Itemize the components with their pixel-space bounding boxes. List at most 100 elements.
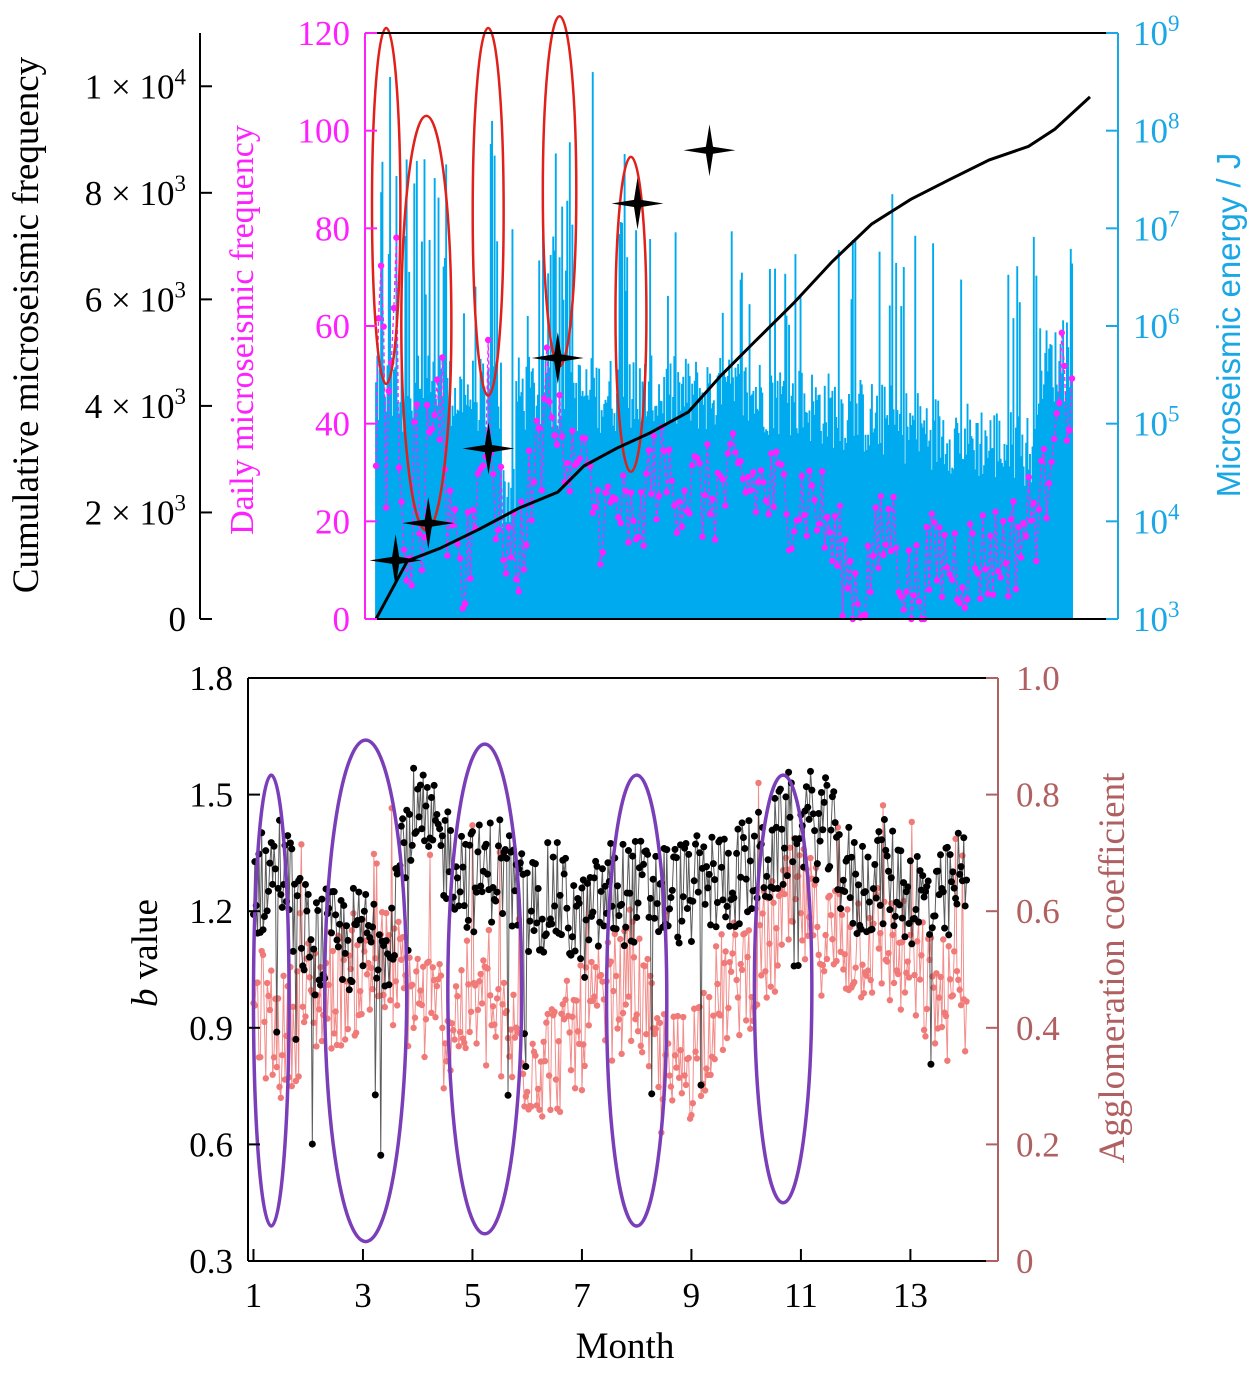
b-value-point <box>549 853 557 861</box>
agglomeration-point <box>878 980 885 987</box>
daily-frequency-point <box>943 564 951 571</box>
energy-bar <box>808 410 811 619</box>
b-value-point <box>427 794 435 802</box>
b-value-point <box>575 899 583 907</box>
energy-bar <box>848 393 850 619</box>
energy-bar <box>841 403 844 619</box>
agglomeration-point <box>485 926 493 934</box>
b-value-point <box>415 813 423 821</box>
b-value-point <box>303 907 311 915</box>
energy-bar <box>1007 274 1010 619</box>
agglomeration-point <box>463 937 471 944</box>
energy-bar <box>695 361 697 619</box>
agglomeration-point <box>341 1036 349 1043</box>
daily-frequency-point <box>607 499 614 506</box>
b-value-point <box>523 869 531 877</box>
energy-bar <box>826 436 829 619</box>
b-value-point <box>709 860 717 868</box>
b-value-point <box>763 872 771 880</box>
daily-frequency-point <box>994 568 1002 575</box>
energy-bar <box>923 420 926 619</box>
b-value-point <box>915 918 923 926</box>
energy-bar <box>984 430 987 619</box>
energy-bar <box>942 420 945 619</box>
energy-bar <box>1071 263 1073 619</box>
energy-bar <box>572 382 575 619</box>
agglomeration-point <box>833 957 840 965</box>
daily-frequency-point <box>543 344 551 351</box>
b-value-point <box>724 849 732 857</box>
energy-bar <box>706 367 709 619</box>
energy-bar <box>663 376 666 619</box>
agglomeration-point <box>914 938 921 945</box>
daily-tick-label: 100 <box>298 112 351 151</box>
agglomeration-point <box>636 935 643 942</box>
b-value-point <box>421 837 429 845</box>
energy-bar <box>591 72 594 620</box>
energy-bar <box>946 443 949 619</box>
agglomeration-point <box>901 989 909 996</box>
energy-bar <box>1043 384 1045 619</box>
energy-bar <box>617 369 620 619</box>
b-value-point <box>496 816 504 824</box>
b-value-point <box>796 835 804 843</box>
energy-bar <box>645 416 648 619</box>
b-value-point <box>385 981 393 989</box>
agglomeration-point <box>387 997 394 1004</box>
agglomeration-point <box>436 960 443 968</box>
b-value-point <box>687 938 695 946</box>
b-value-tick-label: 1.8 <box>189 659 233 698</box>
agglomeration-point <box>582 964 590 971</box>
daily-frequency-point <box>627 489 635 496</box>
b-value-point <box>614 882 622 890</box>
b-value-point <box>947 878 955 886</box>
agglomeration-point <box>671 1052 679 1059</box>
energy-bar <box>543 399 546 619</box>
b-value-point <box>459 863 467 871</box>
agglomeration-point <box>933 970 940 977</box>
agglomeration-point <box>466 1028 473 1036</box>
star-marker <box>402 497 455 550</box>
b-value-point <box>327 929 335 937</box>
energy-bar <box>487 369 490 619</box>
b-value-point <box>927 1060 935 1068</box>
b-value-point <box>718 863 726 871</box>
month-tick-label: 13 <box>893 1276 928 1315</box>
b-value-point <box>405 810 413 818</box>
b-value-point <box>436 825 444 833</box>
daily-frequency-point <box>959 584 966 591</box>
energy-bar <box>950 473 952 619</box>
energy-bar <box>920 423 923 619</box>
star-marker <box>462 422 515 475</box>
agglomeration-tick-label: 0.8 <box>1016 776 1060 815</box>
energy-bar <box>627 407 630 619</box>
energy-bar <box>703 392 706 619</box>
daily-frequency-point <box>1068 375 1076 382</box>
agglomeration-point <box>497 1073 505 1080</box>
agglomeration-point <box>815 951 822 959</box>
agglomeration-point <box>545 1072 553 1079</box>
agglomeration-point <box>288 1082 295 1090</box>
b-value-point <box>551 902 559 910</box>
top-chart: 0 2 × 103 4 × 103 6 × 103 8 × 103 1 × 104 Cum… <box>6 11 1247 639</box>
energy-bar <box>707 383 710 619</box>
b-value-point <box>923 882 931 890</box>
energy-bar <box>837 250 840 619</box>
b-value-point <box>774 884 782 892</box>
agglomeration-point <box>310 1019 317 1026</box>
b-value-point <box>952 894 960 902</box>
energy-bar <box>624 290 627 619</box>
b-value-point <box>478 888 486 896</box>
b-value-point <box>895 901 903 909</box>
energy-bar <box>858 393 861 619</box>
energy-bar <box>587 399 590 619</box>
agglomeration-point <box>681 1072 688 1079</box>
b-value-point <box>453 874 461 882</box>
b-value-point <box>713 898 721 906</box>
energy-bar <box>814 387 817 619</box>
b-value-point <box>560 870 568 878</box>
energy-bar <box>737 363 740 619</box>
energy-bar <box>580 396 583 619</box>
agglomeration-point <box>552 1076 560 1083</box>
daily-frequency-point <box>653 516 660 523</box>
